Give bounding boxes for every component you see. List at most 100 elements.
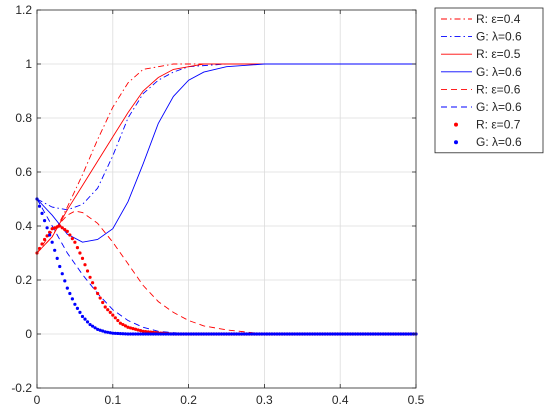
legend-label: R: ε=0.7 (476, 118, 521, 132)
series-8-marker (73, 302, 77, 306)
series-8-marker (275, 332, 279, 336)
legend-label: G: λ=0.6 (476, 135, 522, 149)
series-7-marker (131, 327, 135, 331)
series-8-marker (250, 332, 254, 336)
series-8-marker (280, 332, 284, 336)
series-8-marker (346, 332, 350, 336)
series-8-marker (396, 332, 400, 336)
series-8-marker (252, 332, 256, 336)
series-7-marker (98, 296, 102, 300)
series-8-marker (389, 332, 393, 336)
data-series (35, 63, 418, 336)
series-8-marker (138, 332, 143, 336)
series-8-marker (184, 332, 188, 336)
series-8-marker (101, 329, 105, 333)
series-8-marker (406, 332, 411, 336)
series-8-marker (333, 332, 337, 336)
legend-entry: G: λ=0.6 (441, 65, 522, 79)
series-8-marker (331, 332, 335, 336)
series-8-marker (351, 332, 355, 336)
legend-marker (454, 140, 458, 145)
series-8-marker (164, 332, 168, 336)
series-8-marker (371, 332, 375, 336)
series-8-marker (144, 332, 148, 336)
legend-marker (454, 122, 458, 127)
series-8-marker (384, 332, 388, 336)
series-7-marker (121, 322, 125, 327)
series-8-marker (270, 332, 274, 336)
series-7-marker (101, 300, 105, 305)
series-8-marker (123, 332, 128, 336)
series-8-marker (121, 332, 125, 336)
x-tick-label: 0.1 (104, 393, 121, 407)
series-7-marker (48, 230, 52, 234)
series-8-marker (204, 332, 208, 336)
series-8-marker (169, 332, 173, 336)
series-8-marker (174, 332, 178, 336)
series-8-marker (373, 332, 378, 336)
series-8-marker (219, 332, 224, 336)
series-8-marker (245, 332, 249, 336)
series-8-marker (106, 330, 110, 334)
series-8-marker (192, 332, 196, 336)
series-7-marker (60, 226, 64, 230)
series-8-marker (63, 279, 67, 283)
plot-area-frame (36, 9, 417, 389)
series-7-marker (144, 329, 148, 334)
series-8-marker (90, 324, 95, 328)
series-8-marker (272, 332, 277, 336)
series-8-marker (313, 332, 317, 336)
series-8-marker (229, 332, 234, 336)
series-7-marker (45, 234, 49, 238)
series-8-marker (149, 332, 153, 336)
legend-entry: R: ε=0.6 (441, 82, 521, 96)
series-1-line (36, 63, 416, 254)
series-8-marker (126, 332, 130, 336)
series-8-marker (212, 332, 216, 336)
series-8-marker (381, 332, 385, 336)
series-8-marker (320, 332, 325, 336)
legend-label: R: ε=0.5 (476, 47, 521, 61)
legend: R: ε=0.4 G: λ=0.6 R: ε=0.5 G: λ=0.6 R: ε=0.6… (434, 7, 544, 154)
series-8-marker (68, 291, 72, 296)
series-7-marker (65, 229, 69, 233)
y-tick-label: 0.4 (15, 219, 32, 233)
legend-entry: R: ε=0.4 (441, 12, 521, 26)
series-8-marker (161, 332, 165, 336)
series-8-marker (363, 332, 368, 336)
series-7-marker (88, 275, 92, 279)
series-8-marker (194, 332, 198, 336)
series-8-marker (141, 332, 145, 336)
legend-label: G: λ=0.6 (476, 100, 522, 114)
series-8-marker (348, 332, 352, 336)
series-8-marker (391, 332, 395, 336)
y-tick-label: 0.6 (15, 165, 32, 179)
series-8-marker (308, 332, 312, 336)
series-7-marker (133, 327, 138, 331)
series-8-marker (37, 204, 42, 208)
series-8 (35, 197, 418, 336)
x-tick-label: 0 (34, 393, 41, 407)
series-8-marker (338, 332, 342, 336)
series-8-marker (111, 331, 115, 335)
series-8-marker (336, 332, 340, 336)
series-8-marker (60, 272, 64, 276)
series-8-marker (295, 332, 299, 336)
series-8-marker (45, 226, 49, 230)
series-8-marker (70, 297, 74, 301)
series-8-marker (353, 332, 357, 336)
series-8-marker (146, 332, 150, 336)
series-7-marker (108, 310, 112, 314)
series-8-marker (325, 332, 330, 336)
legend-entry: R: ε=0.7 (454, 118, 521, 132)
series-4 (36, 63, 416, 243)
series-8-marker (85, 320, 90, 324)
y-tick-label: 1 (25, 57, 32, 71)
series-7-marker (103, 305, 107, 309)
series-7-marker (90, 281, 95, 285)
series-8-marker (176, 332, 181, 336)
series-8-marker (96, 327, 100, 332)
series-8-marker (214, 332, 218, 336)
legend-entry: R: ε=0.5 (441, 47, 521, 61)
series-7-marker (73, 240, 77, 244)
